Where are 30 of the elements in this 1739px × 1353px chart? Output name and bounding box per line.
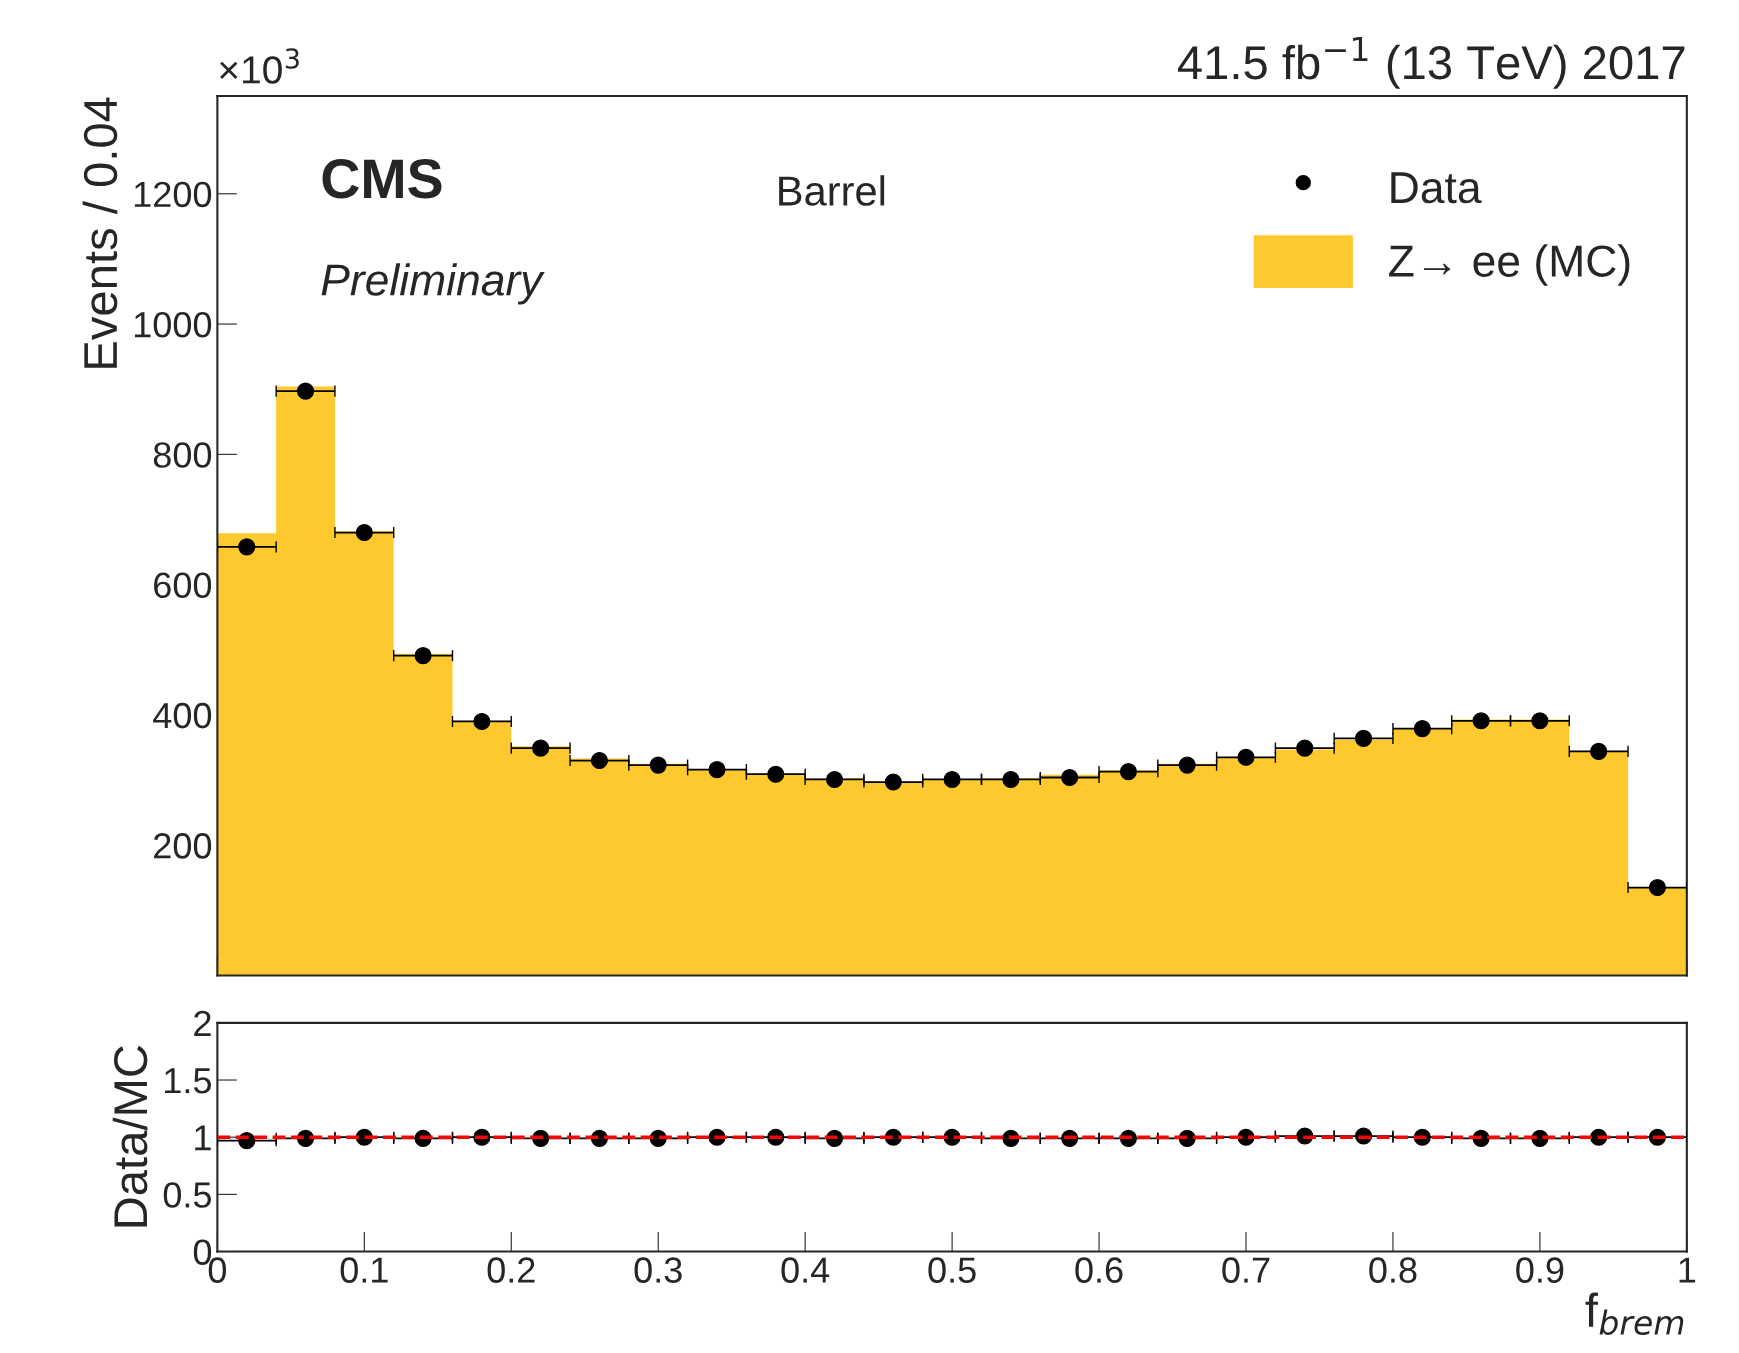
y-tick-label: 1000 xyxy=(134,311,212,338)
x-tick-label: 0.1 xyxy=(340,1257,388,1283)
x-tick-label: 0.5 xyxy=(928,1257,976,1283)
x-tick-label: 0.2 xyxy=(487,1257,535,1283)
annotation: Preliminary xyxy=(321,263,545,305)
legend-label: Data xyxy=(1391,172,1482,204)
x-tick-label: 0.4 xyxy=(781,1257,830,1283)
legend-label: Z→ ee (MC) xyxy=(1389,244,1630,286)
x-tick-label: 0.6 xyxy=(1075,1257,1123,1283)
y-axis-title: Events / 0.04 xyxy=(82,97,118,368)
x-tick-label: 0.9 xyxy=(1516,1257,1564,1283)
y-tick-label: 2 xyxy=(194,1010,211,1036)
x-axis-title: f$_{brem}$ xyxy=(1585,1292,1684,1335)
text: ×10$^{3}$ xyxy=(220,48,299,84)
y-tick-label: 200 xyxy=(154,833,212,859)
chart-title: 41.5 fb$^{−1}$ (13 TeV) 2017 xyxy=(1177,36,1685,89)
x-tick-label: 0.8 xyxy=(1369,1257,1417,1283)
y-tick-label: 1200 xyxy=(134,181,212,208)
x-tick-label: 1 xyxy=(1679,1257,1696,1283)
y-tick-label: 1.5 xyxy=(165,1068,211,1094)
y-tick-label: 1 xyxy=(195,1125,211,1151)
y-tick-label: 600 xyxy=(154,572,212,599)
x-tick-label: 0.3 xyxy=(634,1257,682,1283)
y-tick-label: 800 xyxy=(153,442,212,468)
y-tick-label: 400 xyxy=(153,702,212,729)
y-axis-title: Data/MC xyxy=(112,1045,148,1227)
y-tick-label: 0.5 xyxy=(163,1182,211,1208)
annotation: CMS xyxy=(322,159,442,199)
x-tick-label: 0.7 xyxy=(1222,1257,1270,1283)
annotation: Barrel xyxy=(779,175,885,206)
